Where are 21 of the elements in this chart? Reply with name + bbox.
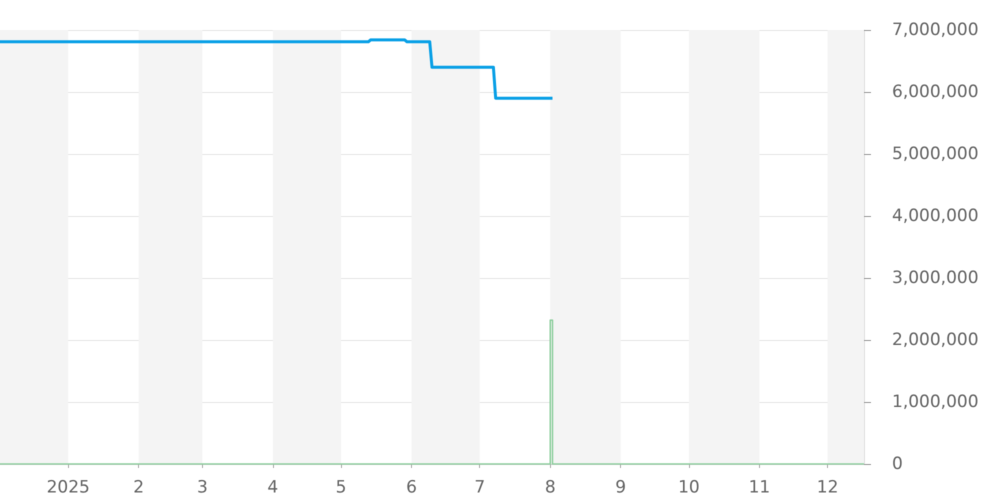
- y-tick-label: 7,000,000: [892, 20, 979, 40]
- y-tick-label: 0: [892, 454, 903, 474]
- y-tick-label: 1,000,000: [892, 392, 979, 412]
- line-series: [0, 38, 554, 100]
- y-tick-label: 4,000,000: [892, 206, 979, 226]
- y-tick-label: 5,000,000: [892, 144, 979, 164]
- x-tick-label: 3: [196, 478, 208, 498]
- x-tick-label: 2025: [46, 478, 90, 498]
- x-tick-label: 5: [336, 478, 346, 498]
- x-tick-label: 9: [615, 478, 626, 498]
- x-tick-label: 2: [133, 478, 144, 498]
- y-tick-label: 3,000,000: [892, 268, 979, 288]
- x-tick-label: 11: [748, 478, 770, 498]
- x-tick-label: 8: [544, 478, 556, 498]
- y-tick-label: 2,000,000: [892, 330, 979, 350]
- x-tick-label: 12: [816, 478, 838, 498]
- x-tick-label: 7: [474, 478, 486, 498]
- x-tick-label: 4: [267, 478, 278, 498]
- x-tick-label: 10: [678, 478, 700, 498]
- x-tick-label: 6: [406, 478, 417, 498]
- y-tick-label: 6,000,000: [892, 82, 979, 102]
